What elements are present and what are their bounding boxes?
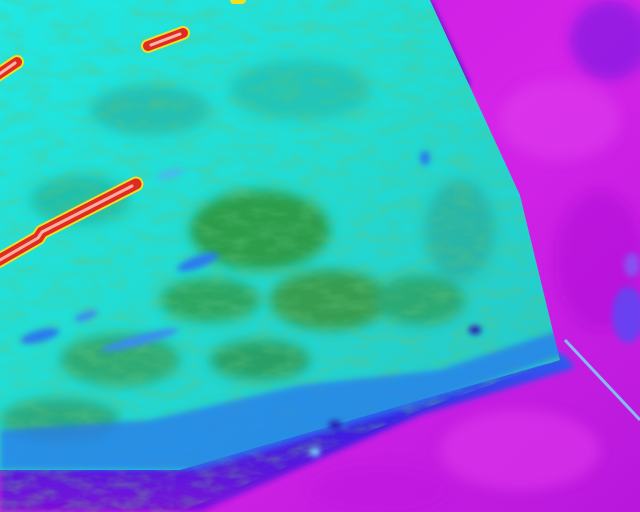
roof-lower-blue xyxy=(0,330,560,470)
hot-streak xyxy=(0,176,144,269)
ground-blue-object xyxy=(612,253,640,343)
cool-patches xyxy=(20,151,481,456)
hot-streak xyxy=(141,26,190,53)
hot-streak xyxy=(0,55,24,82)
hot-streaks xyxy=(0,0,246,269)
ground-pipe xyxy=(563,338,640,422)
